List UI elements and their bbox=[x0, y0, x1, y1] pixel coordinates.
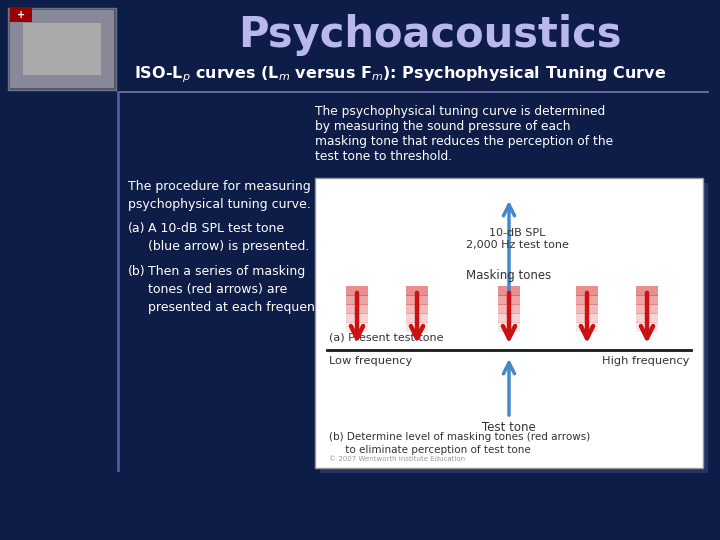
Bar bbox=[346, 322, 368, 332]
Bar bbox=[406, 322, 428, 332]
Text: © 2007 Wentworth Institute Education: © 2007 Wentworth Institute Education bbox=[329, 456, 465, 462]
Bar bbox=[346, 304, 368, 314]
Bar bbox=[498, 322, 520, 332]
Bar bbox=[406, 286, 428, 296]
Text: to eliminate perception of test tone: to eliminate perception of test tone bbox=[329, 445, 531, 455]
Bar bbox=[576, 304, 598, 314]
Bar bbox=[498, 286, 520, 296]
Bar bbox=[10, 8, 32, 22]
Text: The procedure for measuring a
psychophysical tuning curve.: The procedure for measuring a psychophys… bbox=[128, 180, 323, 211]
Bar bbox=[406, 304, 428, 314]
Bar bbox=[346, 295, 368, 305]
Text: (b) Determine level of masking tones (red arrows): (b) Determine level of masking tones (re… bbox=[329, 432, 590, 442]
Bar bbox=[315, 178, 703, 468]
Bar bbox=[8, 8, 116, 90]
Text: (a) Present test tone: (a) Present test tone bbox=[329, 332, 444, 342]
Text: Masking tones: Masking tones bbox=[467, 269, 552, 282]
Text: by measuring the sound pressure of each: by measuring the sound pressure of each bbox=[315, 120, 570, 133]
Bar bbox=[406, 295, 428, 305]
Text: +: + bbox=[17, 10, 25, 20]
Bar bbox=[498, 313, 520, 323]
Bar bbox=[346, 286, 368, 296]
Bar bbox=[636, 313, 658, 323]
Text: ISO-L$_p$ curves (L$_m$ versus F$_m$): Psychophysical Tuning Curve: ISO-L$_p$ curves (L$_m$ versus F$_m$): P… bbox=[134, 65, 666, 85]
Bar bbox=[576, 313, 598, 323]
Bar bbox=[576, 322, 598, 332]
Text: (a): (a) bbox=[128, 222, 145, 235]
Bar bbox=[636, 286, 658, 296]
Bar bbox=[23, 23, 101, 75]
Bar bbox=[346, 313, 368, 323]
Bar bbox=[320, 183, 708, 473]
Text: The psychophysical tuning curve is determined: The psychophysical tuning curve is deter… bbox=[315, 105, 606, 118]
Bar bbox=[636, 304, 658, 314]
Text: test tone to threshold.: test tone to threshold. bbox=[315, 150, 452, 163]
Text: A 10-dB SPL test tone
(blue arrow) is presented.: A 10-dB SPL test tone (blue arrow) is pr… bbox=[148, 222, 310, 253]
Text: (b): (b) bbox=[128, 265, 145, 278]
Text: masking tone that reduces the perception of the: masking tone that reduces the perception… bbox=[315, 135, 613, 148]
Bar bbox=[636, 322, 658, 332]
Text: Test tone: Test tone bbox=[482, 421, 536, 434]
Bar bbox=[10, 10, 114, 88]
Bar bbox=[498, 295, 520, 305]
Text: Then a series of masking
tones (red arrows) are
presented at each frequency.: Then a series of masking tones (red arro… bbox=[148, 265, 331, 314]
Text: Low frequency: Low frequency bbox=[329, 356, 413, 366]
Bar bbox=[636, 295, 658, 305]
Text: 10-dB SPL: 10-dB SPL bbox=[489, 228, 545, 238]
Bar bbox=[576, 295, 598, 305]
Text: Psychoacoustics: Psychoacoustics bbox=[238, 14, 622, 56]
Text: High frequency: High frequency bbox=[602, 356, 689, 366]
Text: 2,000 Hz test tone: 2,000 Hz test tone bbox=[466, 240, 568, 250]
Bar bbox=[498, 304, 520, 314]
Bar bbox=[576, 286, 598, 296]
Bar bbox=[406, 313, 428, 323]
